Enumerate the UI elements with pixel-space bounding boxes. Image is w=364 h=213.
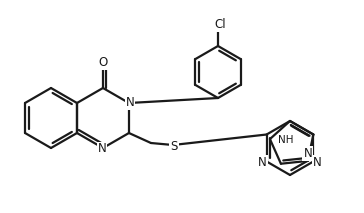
Text: N: N [313, 156, 322, 169]
Text: N: N [304, 147, 312, 160]
Text: N: N [126, 96, 134, 109]
Text: NH: NH [278, 135, 293, 145]
Text: N: N [258, 156, 267, 169]
Text: O: O [98, 56, 108, 69]
Text: N: N [98, 142, 106, 155]
Text: S: S [170, 140, 178, 153]
Text: Cl: Cl [214, 19, 226, 32]
